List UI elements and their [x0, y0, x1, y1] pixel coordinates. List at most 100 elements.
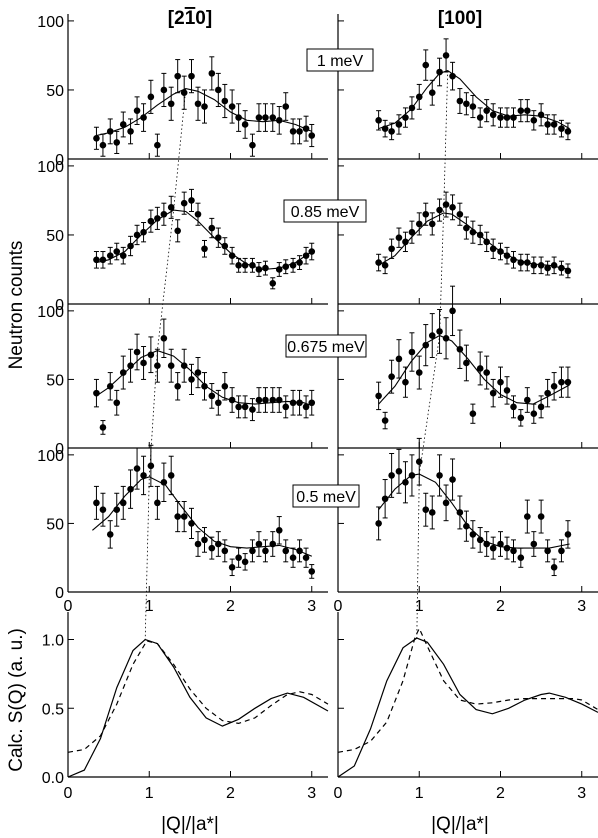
data-point [106, 531, 114, 538]
data-point [388, 245, 395, 253]
data-point [381, 262, 389, 269]
data-point [483, 369, 490, 376]
data-point [269, 396, 277, 404]
data-point [255, 540, 263, 548]
column-title-right: [100] [438, 8, 482, 29]
data-point [188, 520, 195, 527]
data-point [140, 114, 147, 121]
data-point [415, 369, 423, 376]
data-point [215, 540, 222, 548]
data-point [483, 540, 490, 548]
data-point [503, 252, 511, 259]
data-point [388, 128, 395, 135]
data-point [537, 262, 545, 269]
data-point [564, 531, 572, 538]
data-point [524, 259, 531, 266]
data-point [228, 396, 236, 404]
data-point [530, 117, 538, 124]
x-tick-label: 1 [415, 598, 424, 615]
data-point [249, 141, 256, 149]
data-point [524, 513, 531, 520]
data-point [194, 540, 202, 548]
data-point [249, 262, 256, 269]
data-point [174, 382, 181, 390]
y-tick-label: 0 [55, 441, 64, 458]
y-tick-label: 0 [55, 585, 64, 602]
energy-label-box [283, 199, 367, 223]
data-point [180, 362, 188, 370]
data-point [241, 403, 249, 411]
data-point [282, 403, 290, 411]
data-point [449, 476, 456, 483]
data-point [99, 506, 107, 514]
data-point [558, 547, 565, 555]
data-point [208, 392, 216, 400]
data-point [194, 210, 202, 218]
data-point [296, 259, 303, 266]
data-point [235, 262, 242, 269]
data-point [503, 114, 511, 121]
x-tick-label: 3 [307, 598, 316, 615]
data-point [558, 125, 565, 132]
data-point [133, 107, 141, 114]
data-point [127, 362, 134, 370]
x-axis-label-left: |Q|/|a*| [161, 814, 219, 835]
data-point [517, 107, 525, 114]
data-point [275, 117, 283, 124]
x-tick-label: 0 [64, 598, 73, 615]
data-point [517, 414, 525, 422]
y-tick-label: 0.0 [42, 770, 64, 787]
data-point [517, 259, 525, 266]
data-point [530, 540, 538, 548]
data-point [436, 68, 443, 76]
data-point [215, 86, 222, 94]
data-point [422, 506, 430, 514]
data-point [381, 417, 389, 424]
data-point [449, 72, 456, 80]
data-point [154, 141, 161, 149]
peak-guide-line [416, 70, 449, 639]
data-point [174, 513, 181, 520]
data-point [456, 97, 464, 105]
data-point [296, 399, 303, 407]
data-point [235, 403, 242, 411]
data-point [375, 117, 382, 124]
data-point [415, 458, 423, 466]
data-point [296, 128, 303, 135]
energy-label: 0.5 meV [296, 489, 356, 506]
data-point [275, 526, 283, 534]
data-point [241, 262, 249, 269]
x-tick-label: 2 [226, 785, 235, 802]
data-point [408, 348, 416, 356]
data-point [113, 139, 121, 146]
data-point [93, 389, 100, 397]
data-point [228, 252, 236, 259]
data-point [302, 125, 310, 132]
energy-label-box [306, 48, 374, 72]
data-point [510, 547, 517, 555]
data-point [497, 248, 504, 255]
data-point [302, 554, 310, 562]
data-point [262, 114, 269, 121]
data-point [289, 128, 297, 135]
data-point [503, 387, 511, 394]
data-point [558, 378, 565, 386]
data-point [428, 220, 436, 228]
x-tick-label: 0 [334, 598, 343, 615]
data-point [201, 536, 208, 544]
data-point [550, 262, 558, 269]
data-point [275, 266, 283, 273]
data-point [544, 547, 551, 555]
data-point [517, 554, 525, 562]
data-point [269, 279, 277, 287]
y-tick-label: 0.5 [42, 701, 64, 718]
x-tick-label: 1 [145, 785, 154, 802]
energy-label: 1 meV [317, 53, 364, 70]
data-point [255, 266, 263, 273]
data-point [167, 472, 175, 479]
data-point [133, 465, 141, 472]
data-point [302, 252, 310, 259]
data-point [188, 197, 195, 204]
data-point [476, 114, 484, 121]
